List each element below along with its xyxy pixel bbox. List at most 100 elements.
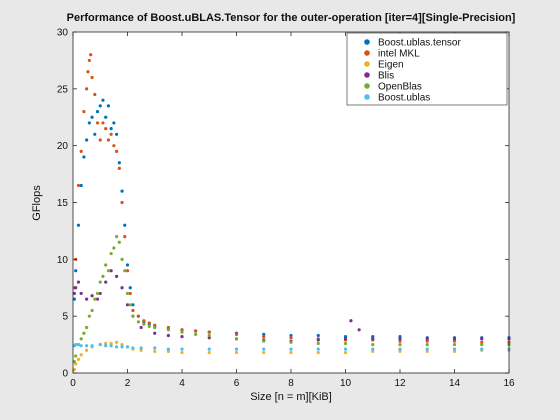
data-point <box>104 263 108 267</box>
data-point <box>86 70 90 74</box>
y-tick-label: 10 <box>57 255 69 266</box>
data-point <box>125 269 130 273</box>
legend-marker <box>364 61 370 67</box>
chart-title: Performance of Boost.uBLAS.Tensor for th… <box>67 12 516 24</box>
legend-marker <box>364 83 370 89</box>
data-point <box>166 325 170 330</box>
data-point <box>262 347 266 351</box>
data-point <box>93 297 97 301</box>
data-point <box>207 333 211 338</box>
data-point <box>316 347 320 351</box>
data-point <box>166 333 170 338</box>
data-point <box>262 350 266 355</box>
x-axis-ticks: 0 2 4 6 8 10 12 14 16 <box>70 32 515 389</box>
y-tick-label: 0 <box>62 369 68 380</box>
data-point <box>109 341 113 346</box>
data-point <box>425 337 429 341</box>
data-point <box>128 303 132 307</box>
data-point <box>234 350 239 355</box>
data-point <box>98 138 102 142</box>
data-point <box>74 286 78 290</box>
data-point <box>104 115 108 119</box>
data-point <box>371 347 375 351</box>
data-point <box>153 349 157 354</box>
data-point <box>76 280 81 284</box>
data-point <box>147 321 151 325</box>
data-point <box>104 280 108 284</box>
data-point <box>79 183 83 188</box>
data-point <box>153 323 157 327</box>
data-point <box>452 347 457 351</box>
data-point <box>85 297 89 301</box>
data-point <box>85 138 89 142</box>
data-point <box>101 274 105 278</box>
data-point <box>95 121 100 125</box>
x-tick-label: 0 <box>70 378 76 389</box>
data-point <box>74 342 78 347</box>
y-tick-label: 5 <box>62 312 68 323</box>
data-point <box>90 75 94 80</box>
data-point <box>131 308 135 313</box>
data-point <box>425 347 429 351</box>
x-tick-label: 8 <box>288 378 294 389</box>
legend-label: Boost.ublas.tensor <box>378 38 461 49</box>
data-point <box>371 349 375 354</box>
data-point <box>194 332 198 336</box>
data-point <box>112 144 116 148</box>
data-marks <box>72 53 511 372</box>
data-point <box>398 337 402 341</box>
data-point <box>104 341 108 346</box>
data-point <box>136 314 140 318</box>
data-point <box>74 354 78 358</box>
data-point <box>89 53 93 57</box>
data-point <box>166 347 170 351</box>
data-point <box>76 223 81 227</box>
data-point <box>452 349 457 354</box>
data-point <box>109 252 113 256</box>
data-point <box>115 149 119 153</box>
data-point <box>85 344 89 348</box>
series-boost-ublas <box>72 342 511 351</box>
data-point <box>166 328 170 332</box>
x-tick-label: 14 <box>449 378 461 389</box>
data-point <box>79 149 83 153</box>
data-point <box>357 328 361 332</box>
data-point <box>180 330 184 334</box>
data-point <box>125 345 130 349</box>
data-point <box>234 332 239 336</box>
data-point <box>95 297 100 301</box>
data-point <box>106 138 111 142</box>
data-point <box>95 291 100 296</box>
legend-label: intel MKL <box>378 49 420 60</box>
data-point <box>106 269 111 273</box>
data-point <box>93 132 97 136</box>
data-point <box>425 342 429 347</box>
data-point <box>153 331 157 335</box>
data-point <box>343 337 348 341</box>
data-point <box>262 332 266 336</box>
data-point <box>180 350 184 355</box>
data-point <box>234 337 239 341</box>
data-point <box>120 286 124 290</box>
data-point <box>147 324 151 328</box>
data-point <box>371 342 375 347</box>
legend-marker <box>364 72 370 78</box>
data-point <box>104 127 108 131</box>
data-point <box>87 314 91 318</box>
data-point <box>72 360 76 364</box>
data-point <box>79 344 83 348</box>
data-point <box>115 345 119 349</box>
data-point <box>82 109 86 114</box>
data-point <box>343 335 348 339</box>
data-point <box>123 269 127 273</box>
data-point <box>117 240 121 244</box>
data-point <box>90 294 94 298</box>
x-tick-label: 6 <box>234 378 240 389</box>
data-point <box>72 297 76 301</box>
data-point <box>153 325 157 330</box>
data-point <box>120 342 124 347</box>
legend-label: OpenBlas <box>378 82 422 93</box>
data-point <box>125 291 130 296</box>
